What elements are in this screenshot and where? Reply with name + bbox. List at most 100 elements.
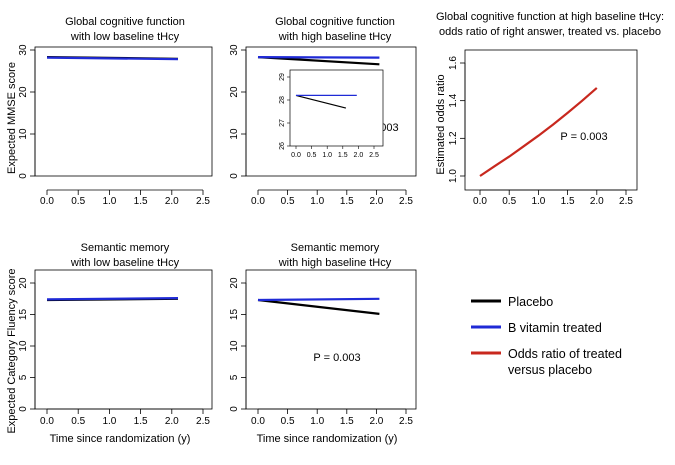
x-tick-label: 0.0 [473, 196, 487, 207]
x-tick-label: 1.5 [561, 196, 575, 207]
y-tick-label: 0 [229, 173, 240, 179]
chart-title-line: Global cognitive function [65, 16, 185, 28]
y-tick-label: 0 [18, 406, 29, 412]
x-tick-label: 1.0 [531, 196, 545, 207]
chart-panel-p3: Global cognitive function at high baseli… [435, 11, 664, 207]
inset-x-tick-label: 0.0 [291, 152, 301, 159]
x-tick-label: 0.5 [281, 196, 295, 207]
plot-frame [34, 46, 213, 177]
chart-title-line: Global cognitive function [275, 16, 395, 28]
legend-label: Odds ratio of treated [508, 347, 622, 361]
legend-label: B vitamin treated [508, 321, 602, 335]
y-axis-label: Expected MMSE score [6, 62, 18, 174]
plot-frame [34, 269, 213, 410]
chart-panel-p1: Global cognitive function with low baseli… [6, 16, 213, 207]
x-tick-label: 0.0 [251, 196, 265, 207]
inset-x-tick-label: 1.5 [338, 152, 348, 159]
x-axis-label: Time since randomization (y) [50, 433, 191, 445]
y-tick-label: 20 [18, 86, 29, 98]
y-tick-label: 0 [18, 173, 29, 179]
y-tick-label: 10 [229, 128, 240, 140]
x-tick-label: 2.0 [369, 416, 383, 427]
series-line-1 [46, 56, 179, 61]
chart-panel-p5: Semantic memory with high baseline tHcy 0.… [229, 242, 417, 445]
y-axis-label: Estimated odds ratio [435, 74, 447, 174]
y-tick-label: 20 [18, 277, 29, 289]
chart-title-line: with low baseline tHcy [70, 31, 180, 43]
y-tick-label: 1.4 [448, 93, 459, 107]
x-tick-label: 2.0 [165, 416, 179, 427]
x-tick-label: 0.5 [281, 416, 295, 427]
y-tick-label: 1.0 [448, 169, 459, 183]
x-tick-label: 2.5 [619, 196, 633, 207]
y-tick-label: 30 [229, 44, 240, 56]
inset-y-tick-label: 29 [279, 73, 286, 81]
y-tick-label: 20 [229, 86, 240, 98]
x-tick-label: 0.5 [71, 196, 85, 207]
series-line-1 [46, 297, 179, 301]
y-tick-label: 20 [229, 277, 240, 289]
series-line-0 [257, 56, 380, 66]
x-tick-label: 2.5 [399, 196, 413, 207]
y-tick-label: 10 [229, 340, 240, 352]
plot-frame [245, 269, 417, 410]
x-tick-label: 0.5 [71, 416, 85, 427]
x-tick-label: 1.5 [134, 416, 148, 427]
x-tick-label: 2.0 [369, 196, 383, 207]
p-value-annotation: P = 0.003 [560, 131, 607, 143]
y-tick-label: 10 [18, 128, 29, 140]
x-axis-label: Time since randomization (y) [257, 433, 398, 445]
y-tick-label: 10 [18, 340, 29, 352]
series-line-0 [479, 87, 598, 177]
chart-panel-p4: Semantic memory with low baseline tHcy 0.0… [6, 242, 213, 445]
y-tick-label: 15 [18, 309, 29, 321]
chart-title-line: Semantic memory [81, 242, 170, 254]
x-tick-label: 2.5 [196, 196, 210, 207]
x-tick-label: 1.5 [134, 196, 148, 207]
series-line-1 [257, 297, 380, 302]
x-tick-label: 1.0 [102, 196, 116, 207]
inset-y-tick-label: 28 [279, 96, 286, 104]
chart-title-line: with high baseline tHcy [278, 31, 392, 43]
x-tick-label: 0.0 [251, 416, 265, 427]
y-tick-label: 15 [229, 309, 240, 321]
series-line-0 [257, 298, 380, 315]
x-tick-label: 2.5 [196, 416, 210, 427]
x-tick-label: 2.0 [165, 196, 179, 207]
chart-title-line: odds ratio of right answer, treated vs. … [439, 26, 661, 38]
y-tick-label: 5 [18, 374, 29, 380]
chart-title-line: with low baseline tHcy [70, 257, 180, 269]
p-value-annotation: P = 0.003 [313, 352, 360, 364]
x-tick-label: 2.0 [590, 196, 604, 207]
chart-title-line: Global cognitive function at high baseli… [436, 11, 664, 23]
inset-x-tick-label: 2.5 [369, 152, 379, 159]
x-tick-label: 1.0 [310, 416, 324, 427]
series-line-1 [257, 56, 380, 59]
x-tick-label: 1.5 [340, 416, 354, 427]
inset-x-tick-label: 2.0 [354, 152, 364, 159]
chart-panel-p2: Global cognitive function with high basel… [229, 16, 417, 207]
x-tick-label: 2.5 [399, 416, 413, 427]
legend-label: versus placebo [508, 363, 592, 377]
legend: Placebo B vitamin treated Odds ratio of tr… [471, 295, 622, 377]
x-tick-label: 1.5 [340, 196, 354, 207]
y-tick-label: 1.6 [448, 56, 459, 70]
x-tick-label: 0.5 [502, 196, 516, 207]
chart-title-line: Semantic memory [291, 242, 380, 254]
inset-y-tick-label: 27 [279, 119, 286, 127]
x-tick-label: 0.0 [40, 196, 54, 207]
inset-series-line-0 [295, 94, 347, 109]
inset-x-tick-label: 1.0 [322, 152, 332, 159]
x-tick-label: 1.0 [310, 196, 324, 207]
y-axis-label: Expected Category Fluency score [6, 268, 18, 433]
inset-y-tick-label: 26 [279, 142, 286, 150]
legend-label: Placebo [508, 295, 553, 309]
x-tick-label: 1.0 [102, 416, 116, 427]
chart-title-line: with high baseline tHcy [278, 257, 392, 269]
y-tick-label: 1.2 [448, 131, 459, 145]
y-tick-label: 0 [229, 406, 240, 412]
x-tick-label: 0.0 [40, 416, 54, 427]
y-tick-label: 30 [18, 44, 29, 56]
